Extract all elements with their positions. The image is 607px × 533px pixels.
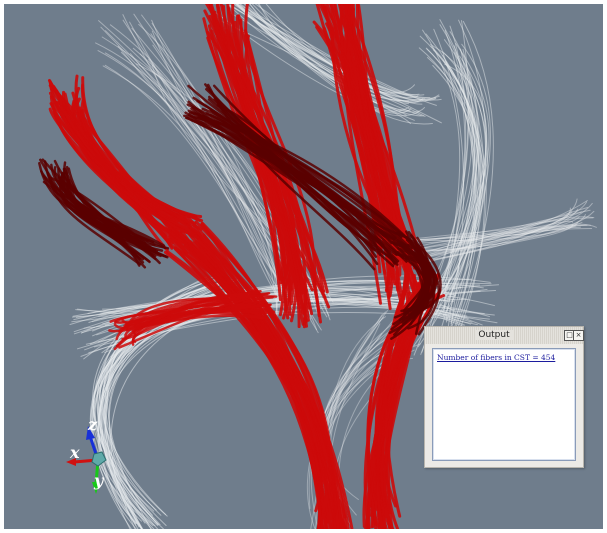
- output-text-area[interactable]: Number of fibers in CST = 454: [432, 348, 576, 461]
- x-axis-label: x: [69, 443, 80, 462]
- 3d-render-viewport[interactable]: z x y: [4, 4, 603, 529]
- y-axis-arrow: [92, 482, 100, 494]
- z-axis-label: z: [87, 415, 98, 434]
- close-icon[interactable]: ×: [573, 330, 584, 341]
- y-axis-label: y: [93, 471, 105, 490]
- fiber-tracts-render: [38, 4, 597, 529]
- z-axis-arrow: [86, 426, 95, 440]
- fiber-count-message[interactable]: Number of fibers in CST = 454: [437, 353, 556, 362]
- output-title: Output: [425, 327, 563, 344]
- x-axis-arrow: [66, 458, 76, 466]
- axes-origin-cube: [91, 451, 107, 467]
- output-window[interactable]: Output □ × Number of fibers in CST = 454: [424, 326, 584, 468]
- output-titlebar[interactable]: Output □ ×: [425, 327, 584, 344]
- orientation-axes-widget: z x y: [66, 415, 107, 494]
